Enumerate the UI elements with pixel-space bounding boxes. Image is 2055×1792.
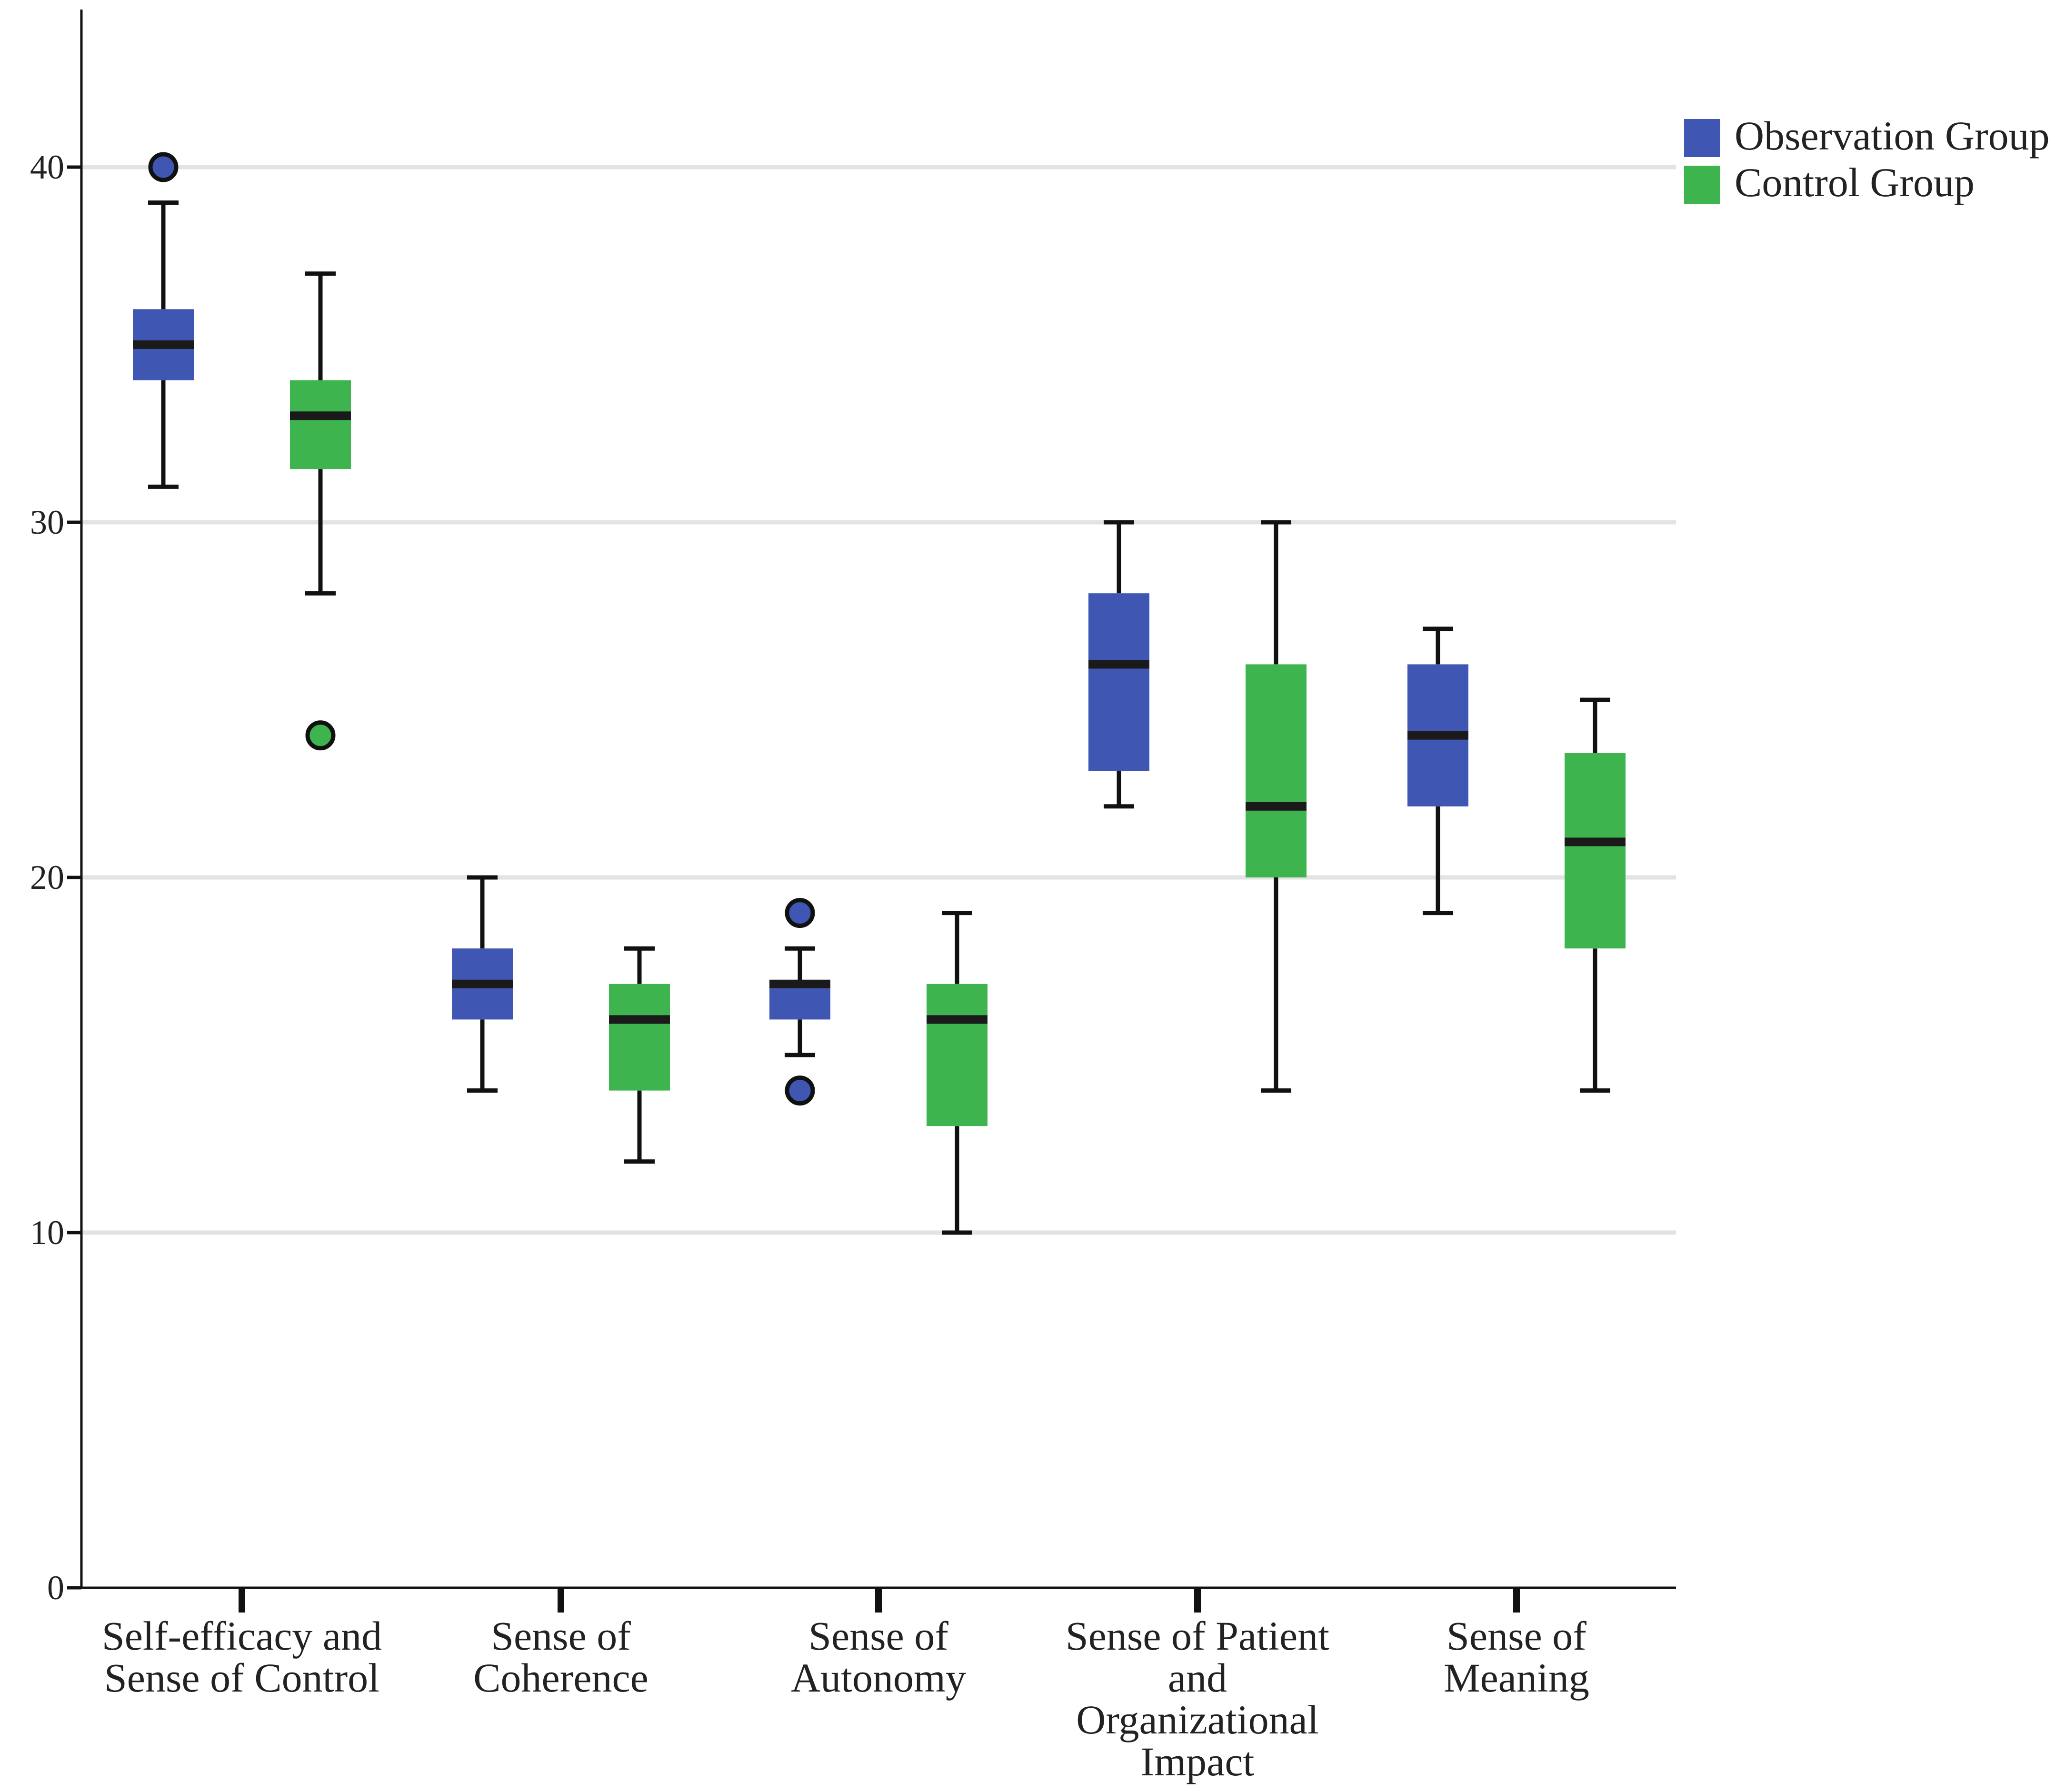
y-tick-label: 30: [30, 503, 64, 541]
legend-label-observation: Observation Group: [1735, 113, 2050, 159]
box-iqr: [927, 984, 988, 1126]
box-observation: [769, 898, 830, 1106]
x-tick-label: Sense of Control: [104, 1655, 379, 1701]
box-iqr: [609, 984, 670, 1091]
y-tick-label: 10: [30, 1214, 64, 1252]
box-control: [1246, 520, 1307, 1093]
legend-label-control: Control Group: [1735, 159, 1975, 205]
x-tick-label: Sense of Patient: [1066, 1613, 1329, 1659]
x-tick-label: Impact: [1141, 1739, 1255, 1784]
x-tick-label: Coherence: [473, 1655, 648, 1701]
x-tick-label: Sense of: [491, 1613, 631, 1659]
x-tick-label: Organizational: [1076, 1697, 1318, 1742]
box-iqr: [1088, 593, 1149, 771]
outlier-point: [785, 898, 815, 928]
legend-swatch-control: [1684, 166, 1720, 204]
box-iqr: [769, 984, 830, 1020]
x-tick-label: Sense of: [808, 1613, 948, 1659]
box-iqr: [1565, 753, 1626, 949]
x-tick-label: and: [1168, 1655, 1227, 1701]
box-iqr: [1246, 664, 1307, 877]
y-tick-label: 20: [30, 858, 64, 896]
outlier-point: [785, 1075, 815, 1106]
y-tick-label: 40: [30, 148, 64, 186]
x-tick-label: Autonomy: [791, 1655, 966, 1701]
box-observation: [133, 152, 194, 489]
box-observation: [1407, 627, 1468, 916]
box-control: [927, 911, 988, 1235]
x-tick-label: Meaning: [1444, 1655, 1589, 1701]
x-tick-label: Sense of: [1446, 1613, 1586, 1659]
box-observation: [1088, 520, 1149, 809]
y-axis: 0 10 20 30 40: [30, 10, 83, 1607]
box-iqr: [290, 380, 351, 469]
outlier-point: [305, 720, 336, 751]
box-observation: [452, 875, 513, 1093]
box-control: [1565, 697, 1626, 1093]
x-tick-label: Self-efficacy and: [102, 1613, 382, 1659]
box-control: [609, 946, 670, 1164]
legend-swatch-observation: [1684, 119, 1720, 157]
gridlines: [81, 165, 1676, 1235]
boxes: [133, 152, 1626, 1235]
outlier-point: [148, 152, 179, 182]
y-tick-label: 0: [47, 1569, 64, 1607]
box-control: [290, 271, 351, 751]
